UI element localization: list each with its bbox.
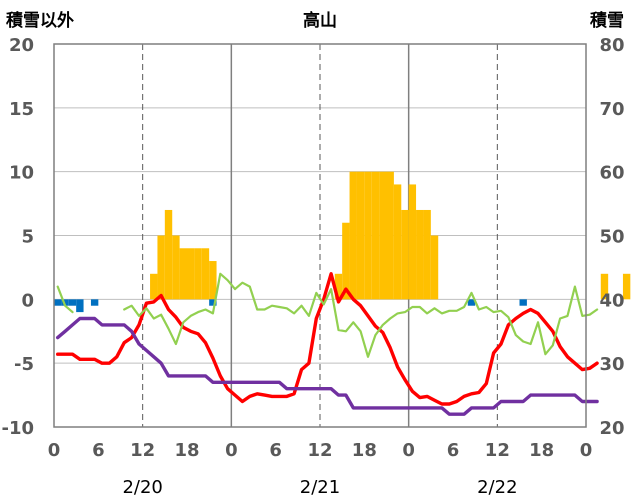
bar	[393, 184, 402, 300]
bar	[379, 171, 387, 300]
y-tick-label-left: 10	[9, 163, 34, 184]
bar	[401, 209, 409, 300]
bar	[342, 222, 350, 300]
y-tick-label-left: 5	[21, 227, 34, 248]
y-tick-label-left: 15	[9, 99, 34, 120]
y-tick-label-left: -5	[14, 354, 34, 375]
series-line	[56, 272, 599, 358]
bar	[408, 184, 417, 300]
bar	[364, 171, 372, 300]
y-tick-label-right: 70	[599, 99, 624, 120]
bar	[209, 299, 217, 306]
x-tick-label: 12	[130, 440, 155, 461]
chart-title: 高山	[303, 10, 337, 31]
bar	[371, 171, 380, 300]
x-tick-label: 12	[307, 440, 332, 461]
bar	[386, 171, 394, 300]
bar	[187, 248, 195, 300]
bar	[622, 273, 631, 300]
plot-frame	[53, 43, 587, 428]
x-tick-label: 6	[447, 440, 460, 461]
bar-layer	[54, 171, 631, 313]
bar	[68, 299, 77, 306]
date-label: 2/21	[300, 477, 340, 498]
right-axis-label: 積雪	[590, 10, 624, 31]
x-tick-label: 0	[402, 440, 415, 461]
bar	[349, 171, 357, 300]
bar	[519, 299, 527, 306]
bar	[334, 273, 343, 300]
x-tick-label: 18	[352, 440, 377, 461]
bar	[201, 248, 210, 300]
bar	[76, 299, 84, 313]
line-layer	[56, 272, 599, 416]
x-tick-label: 6	[92, 440, 105, 461]
bar	[164, 209, 173, 300]
bar	[423, 209, 431, 300]
y-tick-label-right: 80	[599, 35, 624, 56]
bar	[150, 273, 158, 300]
left-axis-label: 積雪以外	[6, 10, 74, 31]
x-tick-label: 6	[269, 440, 282, 461]
date-label: 2/22	[477, 477, 517, 498]
bar	[157, 235, 165, 300]
x-tick-label: 0	[580, 440, 593, 461]
y-tick-label-left: -10	[1, 418, 34, 439]
y-tick-label-right: 50	[599, 227, 624, 248]
y-tick-label-right: 60	[599, 163, 624, 184]
bar	[90, 299, 99, 306]
bar	[54, 299, 62, 306]
y-tick-label-left: 20	[9, 35, 34, 56]
bar	[209, 261, 217, 300]
x-tick-label: 0	[225, 440, 238, 461]
series-line	[56, 316, 599, 416]
bar	[172, 235, 180, 300]
bar	[194, 248, 202, 300]
x-tick-label: 12	[485, 440, 510, 461]
bar	[61, 299, 69, 306]
y-tick-label-right: 40	[599, 290, 624, 311]
bar	[179, 248, 187, 300]
bar	[600, 273, 609, 300]
bar	[467, 299, 476, 306]
y-tick-label-right: 30	[599, 354, 624, 375]
x-tick-label: 18	[174, 440, 199, 461]
bar	[430, 235, 439, 300]
bar	[416, 209, 424, 300]
y-tick-label-left: 0	[21, 290, 34, 311]
x-tick-label: 18	[529, 440, 554, 461]
date-label: 2/20	[122, 477, 162, 498]
bar	[356, 171, 365, 300]
y-tick-label-right: 20	[599, 418, 624, 439]
x-tick-label: 0	[48, 440, 61, 461]
series-line	[56, 272, 599, 406]
